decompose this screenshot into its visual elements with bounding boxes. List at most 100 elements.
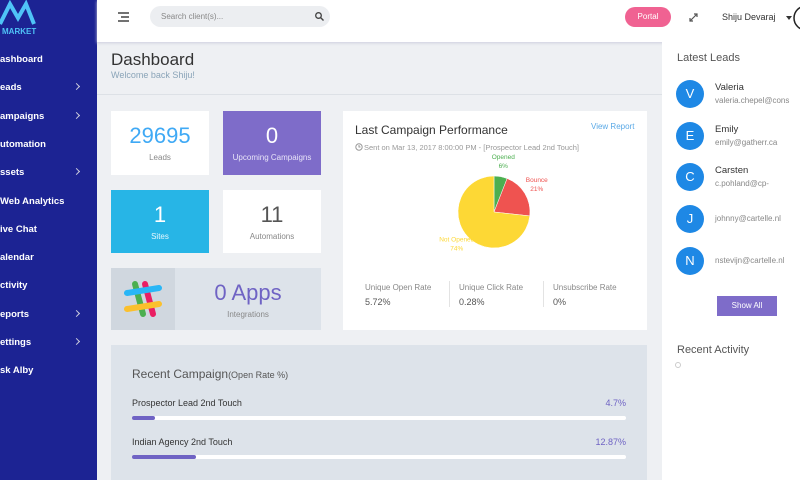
show-all-button[interactable]: Show All	[717, 296, 777, 316]
menu-item[interactable]: ive Chat	[0, 223, 37, 235]
lead-avatar[interactable]: E	[676, 121, 704, 150]
chevron	[72, 337, 81, 346]
rate-value: 5.72%	[365, 297, 391, 307]
page-title: Dashboard	[111, 50, 195, 69]
apps-card[interactable]: 0 Apps Integrations	[111, 268, 321, 330]
lead-name: Carsten	[715, 165, 749, 177]
slice-label: Opened	[492, 154, 516, 161]
campaign-rate: 4.7%	[605, 398, 626, 408]
search-icon	[315, 12, 324, 21]
user-name[interactable]: Shiju Devaraj	[722, 12, 776, 22]
view-report-link[interactable]: View Report	[591, 122, 635, 131]
menu-item[interactable]: Web Analytics	[0, 195, 65, 207]
search-placeholder: Search client(s)...	[161, 12, 224, 21]
rate-label: Unsubscribe Rate	[553, 283, 617, 292]
lead-email: c.pohland@cp-	[715, 179, 769, 189]
sidebar: MARKET ashboard eads ampaigns utomation sset…	[0, 0, 97, 480]
slice-value: 74%	[450, 245, 463, 252]
upcoming-card[interactable]: 0 Upcoming Campaigns	[223, 111, 321, 175]
menu-item[interactable]: eads	[0, 82, 22, 94]
clock-icon	[355, 143, 363, 151]
leads-title: Latest Leads	[677, 52, 740, 64]
lead-avatar[interactable]: V	[676, 80, 704, 108]
lead-email: valeria.chepel@cons	[715, 96, 790, 105]
menu-item[interactable]: ettings	[0, 337, 32, 348]
sites-card[interactable]: 1 Sites	[111, 190, 209, 253]
portal-button[interactable]: Portal	[625, 7, 671, 27]
lead-avatar[interactable]: N	[676, 246, 704, 275]
stat-label: Integrations	[227, 310, 269, 319]
stat-value: 11	[260, 202, 284, 227]
rate-divider	[543, 281, 544, 307]
brand: MARKET	[2, 27, 37, 36]
right-panel: Latest Leads V Valeria valeria.chepel@cons…	[662, 42, 800, 480]
stat-value: 0 Apps	[214, 280, 282, 305]
menu-item[interactable]: sk Alby	[0, 365, 34, 377]
menu-item[interactable]: ctivity	[0, 280, 28, 292]
stat-label: Leads	[149, 153, 171, 162]
lead-name: Emily	[715, 123, 739, 135]
lead-email: emily@gatherr.ca	[715, 137, 778, 147]
stat-value: 1	[153, 202, 167, 227]
rate-value: 0.28%	[459, 297, 485, 307]
sent-info: Sent on Mar 13, 2017 8:00:00 PM - [Prosp…	[364, 143, 579, 152]
lead-name: Valeria	[715, 82, 744, 93]
recent-campaign-panel: Recent Campaign(Open Rate %) Prospector …	[111, 345, 647, 480]
campaign-rate: 12.87%	[595, 437, 626, 447]
campaign-name: Indian Agency 2nd Touch	[132, 437, 233, 447]
stat-label: Automations	[249, 232, 295, 241]
slice-label: Not Opened	[439, 236, 474, 243]
menu-item[interactable]: ashboard	[0, 54, 43, 65]
lead-avatar[interactable]: C	[676, 163, 704, 192]
pie-slice	[493, 178, 531, 217]
panel-title-text: Recent Campaign	[132, 367, 229, 381]
lead-email: johnny@cartelle.nl	[715, 214, 781, 224]
chevron	[72, 111, 81, 119]
pie-chart: Opened 6% Bounce 21% Not Opened 74%	[439, 154, 548, 253]
menu-item[interactable]: alendar	[0, 252, 34, 264]
menu-item[interactable]: utomation	[0, 138, 46, 150]
progress-bar	[132, 416, 156, 420]
slice-label: Bounce	[526, 177, 548, 184]
panel-subtitle: (Open Rate %)	[228, 370, 289, 380]
progress-bar	[132, 455, 196, 459]
stat-label: Upcoming Campaigns	[232, 153, 312, 162]
menu-item[interactable]: eports	[0, 308, 30, 320]
progress-track	[132, 455, 626, 459]
menu-item[interactable]: ampaigns	[0, 110, 45, 122]
fullscreen-icon[interactable]	[689, 13, 698, 22]
stat-value: 29695	[129, 123, 191, 148]
slice-value: 6%	[499, 163, 509, 170]
rate-label: Unique Click Rate	[459, 283, 524, 292]
slice-value: 21%	[530, 186, 543, 193]
menu-toggle[interactable]	[118, 12, 130, 22]
slack-tile	[111, 268, 175, 330]
stat-label: Sites	[151, 232, 169, 241]
avatar[interactable]	[792, 4, 800, 32]
caret	[786, 16, 792, 20]
rate-divider	[449, 281, 450, 307]
stat-value: 0	[265, 123, 279, 148]
slack-icon	[124, 281, 162, 317]
panel-title: Recent Campaign(Open Rate %)	[132, 367, 288, 381]
campaign-card: Last Campaign Performance View Report Se…	[343, 111, 647, 330]
lead-email: nstevijn@cartelle.nl	[715, 255, 785, 265]
search-box[interactable]: Search client(s)...	[150, 6, 330, 27]
automations-card[interactable]: 11 Automations	[223, 190, 321, 253]
page-subtitle: Welcome back Shiju!	[111, 70, 195, 80]
rate-value: 0%	[553, 297, 567, 307]
divider	[97, 94, 662, 95]
activity-title: Recent Activity	[677, 344, 750, 356]
chevron	[72, 309, 81, 317]
lead-avatar[interactable]: J	[676, 205, 704, 234]
rate-label: Unique Open Rate	[365, 283, 432, 292]
activity-dot	[675, 362, 681, 368]
logo-icon	[0, 0, 36, 25]
leads-card[interactable]: 29695 Leads	[111, 111, 209, 175]
card-title: Last Campaign Performance	[355, 123, 508, 137]
menu-item[interactable]: ssets	[0, 167, 25, 179]
topbar: Search client(s)... Portal Shiju Devaraj	[97, 0, 800, 42]
pie-slice	[457, 175, 531, 249]
progress-track	[132, 416, 626, 420]
